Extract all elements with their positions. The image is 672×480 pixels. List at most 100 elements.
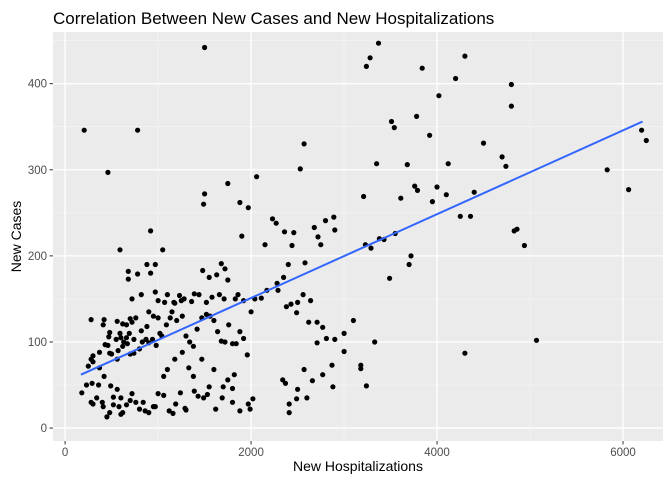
data-point [100, 322, 106, 328]
y-tick-label: 100 [28, 337, 47, 349]
data-point [419, 65, 425, 71]
data-point [331, 214, 337, 220]
data-point [408, 253, 414, 259]
data-point [115, 348, 121, 354]
data-point [104, 414, 110, 420]
data-point [148, 270, 154, 276]
data-point [295, 299, 301, 305]
data-point [176, 292, 183, 299]
data-point [367, 55, 373, 61]
data-point [322, 218, 329, 224]
data-point [457, 213, 463, 219]
data-point [445, 161, 451, 167]
data-point [226, 322, 232, 328]
data-point [81, 127, 87, 133]
data-point [297, 166, 303, 172]
data-point [412, 183, 418, 189]
data-point [201, 201, 207, 207]
y-tick-label: 200 [28, 251, 47, 263]
data-point [121, 339, 127, 345]
x-axis-title: New Hospitalizations [293, 458, 423, 474]
data-point [118, 411, 124, 417]
data-point [162, 299, 168, 305]
data-point [146, 309, 152, 315]
data-point [406, 261, 412, 268]
data-point [429, 199, 435, 205]
data-point [306, 319, 312, 325]
data-point [195, 393, 201, 399]
data-point [372, 339, 378, 345]
data-point [639, 127, 645, 133]
data-point [214, 272, 220, 278]
data-point [183, 333, 189, 339]
data-point [643, 137, 649, 144]
data-point [363, 383, 369, 389]
data-point [229, 385, 236, 392]
data-point [123, 402, 130, 408]
data-point [375, 40, 382, 46]
data-point [314, 319, 320, 325]
data-point [123, 335, 130, 341]
data-point [85, 363, 91, 369]
data-point [107, 329, 113, 336]
data-point [258, 295, 264, 301]
data-point [172, 300, 178, 306]
data-point [125, 268, 131, 274]
data-point [178, 298, 184, 304]
y-axis-title: New Cases [8, 201, 24, 273]
data-point [152, 289, 158, 295]
data-point [79, 390, 85, 396]
data-point [301, 141, 307, 147]
data-point [107, 410, 113, 416]
data-point [329, 362, 335, 368]
data-point [323, 335, 329, 342]
data-point [320, 324, 326, 330]
data-point [173, 401, 179, 407]
data-point [144, 323, 150, 330]
data-point [96, 382, 102, 388]
data-point [189, 298, 195, 305]
data-point [499, 154, 505, 160]
data-point [222, 339, 228, 345]
data-point [414, 113, 420, 119]
data-point [262, 242, 268, 248]
data-point [149, 336, 156, 342]
data-point [129, 319, 135, 325]
data-point [332, 227, 338, 233]
data-point [203, 299, 209, 305]
trend-line [80, 120, 643, 376]
data-point [414, 187, 421, 193]
data-point [172, 356, 178, 362]
data-point [361, 193, 367, 200]
data-point [138, 328, 144, 334]
data-point [191, 291, 197, 297]
data-point [330, 384, 336, 390]
data-point [108, 383, 114, 389]
data-point [286, 401, 292, 407]
data-point [138, 292, 144, 298]
data-point [288, 301, 294, 307]
data-point [100, 404, 106, 410]
data-point [129, 296, 135, 302]
data-point [183, 407, 189, 413]
data-point [153, 342, 159, 348]
data-point [275, 287, 281, 293]
data-point [235, 292, 241, 298]
data-point [136, 406, 143, 412]
data-point [508, 81, 514, 88]
data-point [311, 224, 317, 231]
data-point [99, 399, 105, 405]
data-point [202, 44, 208, 51]
data-point [150, 313, 156, 319]
data-point [129, 391, 135, 397]
data-point [101, 317, 107, 323]
data-point [332, 336, 338, 342]
data-point [90, 401, 96, 407]
data-point [281, 229, 288, 235]
data-point [269, 216, 276, 222]
data-point [191, 388, 197, 394]
data-point [135, 127, 141, 133]
data-point [106, 334, 112, 340]
data-point [387, 275, 393, 281]
data-point [206, 384, 212, 390]
